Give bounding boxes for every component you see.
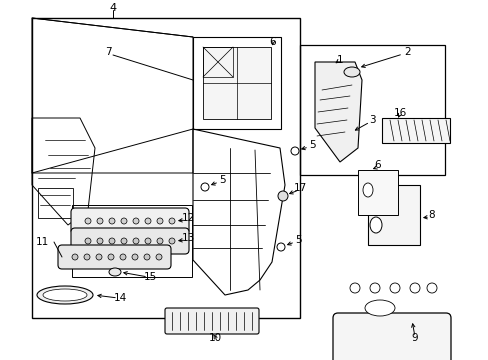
Ellipse shape xyxy=(169,238,175,244)
Text: 3: 3 xyxy=(368,115,375,125)
Text: 5: 5 xyxy=(294,235,301,245)
Ellipse shape xyxy=(108,254,114,260)
Bar xyxy=(357,170,397,215)
Text: 4: 4 xyxy=(109,3,116,13)
Ellipse shape xyxy=(369,283,379,293)
Ellipse shape xyxy=(156,254,162,260)
Ellipse shape xyxy=(133,218,139,224)
Ellipse shape xyxy=(145,238,151,244)
Ellipse shape xyxy=(278,191,287,201)
Ellipse shape xyxy=(276,243,285,251)
Text: 16: 16 xyxy=(392,108,406,118)
Ellipse shape xyxy=(157,218,163,224)
Ellipse shape xyxy=(389,283,399,293)
Ellipse shape xyxy=(132,254,138,260)
Text: 9: 9 xyxy=(411,333,417,343)
FancyBboxPatch shape xyxy=(164,308,259,334)
FancyBboxPatch shape xyxy=(332,313,450,360)
Ellipse shape xyxy=(109,238,115,244)
Ellipse shape xyxy=(109,268,121,276)
Text: 5: 5 xyxy=(218,175,225,185)
Text: 13: 13 xyxy=(181,233,194,243)
Ellipse shape xyxy=(84,254,90,260)
Ellipse shape xyxy=(85,218,91,224)
Text: 12: 12 xyxy=(181,213,194,223)
Ellipse shape xyxy=(97,238,103,244)
Ellipse shape xyxy=(157,238,163,244)
Ellipse shape xyxy=(133,238,139,244)
Ellipse shape xyxy=(364,300,394,316)
Ellipse shape xyxy=(145,218,151,224)
Bar xyxy=(203,47,270,119)
Bar xyxy=(38,188,73,218)
Bar xyxy=(203,47,232,77)
Ellipse shape xyxy=(109,218,115,224)
Text: 7: 7 xyxy=(104,47,111,57)
Ellipse shape xyxy=(37,286,93,304)
Ellipse shape xyxy=(201,183,208,191)
Ellipse shape xyxy=(120,254,126,260)
Ellipse shape xyxy=(409,283,419,293)
Text: 8: 8 xyxy=(428,210,434,220)
Text: 5: 5 xyxy=(308,140,315,150)
Text: 17: 17 xyxy=(293,183,306,193)
Ellipse shape xyxy=(169,218,175,224)
Ellipse shape xyxy=(143,254,150,260)
Text: 6: 6 xyxy=(269,37,276,47)
Text: 14: 14 xyxy=(113,293,126,303)
Text: 2: 2 xyxy=(404,47,410,57)
Ellipse shape xyxy=(349,283,359,293)
Text: 15: 15 xyxy=(143,272,156,282)
FancyBboxPatch shape xyxy=(71,208,189,234)
Bar xyxy=(299,45,444,175)
Ellipse shape xyxy=(72,254,78,260)
FancyBboxPatch shape xyxy=(71,228,189,254)
Ellipse shape xyxy=(290,147,298,155)
Text: 10: 10 xyxy=(208,333,221,343)
Text: 11: 11 xyxy=(35,237,48,247)
Polygon shape xyxy=(314,62,361,162)
Bar xyxy=(32,18,299,318)
Bar xyxy=(193,37,281,129)
Ellipse shape xyxy=(97,218,103,224)
Bar xyxy=(381,118,449,143)
Bar xyxy=(367,185,419,245)
FancyBboxPatch shape xyxy=(58,245,171,269)
Ellipse shape xyxy=(343,67,359,77)
Ellipse shape xyxy=(121,238,127,244)
Ellipse shape xyxy=(369,217,381,233)
Ellipse shape xyxy=(426,283,436,293)
Ellipse shape xyxy=(85,238,91,244)
Ellipse shape xyxy=(362,183,372,197)
Ellipse shape xyxy=(121,218,127,224)
Ellipse shape xyxy=(43,289,87,301)
Bar xyxy=(72,205,192,277)
Text: 6: 6 xyxy=(374,160,381,170)
Ellipse shape xyxy=(96,254,102,260)
Text: 1: 1 xyxy=(336,55,343,65)
